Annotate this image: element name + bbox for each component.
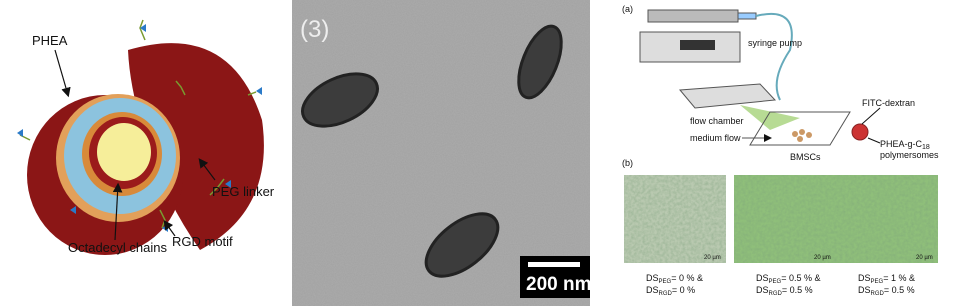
pointer bbox=[861, 107, 881, 125]
micrograph-texture bbox=[624, 175, 726, 263]
label: PHEA bbox=[32, 33, 68, 48]
micrograph-texture bbox=[734, 175, 836, 263]
label-text: PHEA-g-C bbox=[880, 139, 923, 149]
caption: DSRGD= 0 % bbox=[646, 285, 695, 297]
label: Octadecyl chains bbox=[68, 240, 167, 255]
cells bbox=[792, 129, 812, 142]
polymersome-sketch: PHEA PEG linker Octadecyl chains RGD mot… bbox=[17, 19, 275, 255]
vesicle bbox=[517, 24, 563, 100]
shell-half bbox=[128, 43, 264, 251]
caption-sub: RGD bbox=[659, 291, 673, 297]
label: flow chamber bbox=[690, 116, 744, 126]
caption: DSPEG= 0.5 % & bbox=[756, 273, 820, 285]
caption-base: DS bbox=[646, 285, 659, 295]
flow-chamber bbox=[678, 83, 777, 109]
vesicle bbox=[424, 212, 500, 278]
caption: DSRGD= 0.5 % bbox=[756, 285, 813, 297]
polymersome bbox=[851, 123, 869, 141]
caption: DSPEG= 1 % & bbox=[858, 273, 915, 285]
caption-rest: = 0 % bbox=[672, 285, 695, 295]
caption-rest: = 0 % & bbox=[671, 273, 703, 283]
label: BMSCs bbox=[790, 152, 821, 162]
pointers bbox=[54, 49, 216, 241]
caption-base: DS bbox=[858, 273, 871, 283]
channel bbox=[749, 111, 851, 146]
caption-sub: PEG bbox=[769, 279, 782, 285]
micrograph-texture bbox=[836, 175, 938, 263]
zoom-beam bbox=[740, 105, 800, 130]
scale-label: 20 µm bbox=[704, 255, 721, 261]
panel-label: (b) bbox=[622, 158, 633, 168]
caption-rest: = 0.5 % bbox=[884, 285, 915, 295]
label: RGD motif bbox=[172, 234, 233, 249]
caption-sub: RGD bbox=[769, 291, 783, 297]
pump-display bbox=[680, 40, 715, 50]
scale-label: 20 µm bbox=[916, 255, 933, 261]
label: syringe pump bbox=[748, 38, 802, 48]
scale-bar bbox=[528, 262, 580, 267]
syringe-tip bbox=[737, 12, 757, 20]
label-sub: 18 bbox=[922, 144, 930, 151]
scale-label: 20 µm bbox=[814, 255, 831, 261]
core bbox=[97, 123, 151, 181]
caption-rest: = 0.5 % bbox=[782, 285, 813, 295]
caption-base: DS bbox=[646, 273, 659, 283]
label: polymersomes bbox=[880, 150, 939, 160]
caption-sub: PEG bbox=[871, 279, 884, 285]
panel-label: (3) bbox=[300, 16, 329, 43]
label: medium flow bbox=[690, 133, 741, 143]
syringe bbox=[647, 9, 739, 23]
caption-base: DS bbox=[858, 285, 871, 295]
caption-rest: = 0.5 % & bbox=[781, 273, 820, 283]
setup-diagram: (a) syringe pump flow chamber medium flo… bbox=[622, 4, 939, 168]
label: PEG linker bbox=[212, 184, 275, 199]
pointer bbox=[867, 137, 881, 144]
caption-sub: PEG bbox=[659, 279, 672, 285]
caption: DSRGD= 0.5 % bbox=[858, 285, 915, 297]
tem-image: (3) 200 nm bbox=[292, 0, 591, 306]
tube bbox=[755, 12, 793, 101]
scale-label: 200 nm bbox=[526, 274, 591, 295]
label: PHEA-g-C18 bbox=[880, 139, 930, 151]
caption-rest: = 1 % & bbox=[883, 273, 915, 283]
caption-sub: RGD bbox=[871, 291, 885, 297]
label: FITC-dextran bbox=[862, 98, 915, 108]
panel-label: (a) bbox=[622, 4, 633, 14]
vesicle bbox=[301, 72, 379, 128]
caption: DSPEG= 0 % & bbox=[646, 273, 703, 285]
caption-base: DS bbox=[756, 273, 769, 283]
caption-base: DS bbox=[756, 285, 769, 295]
